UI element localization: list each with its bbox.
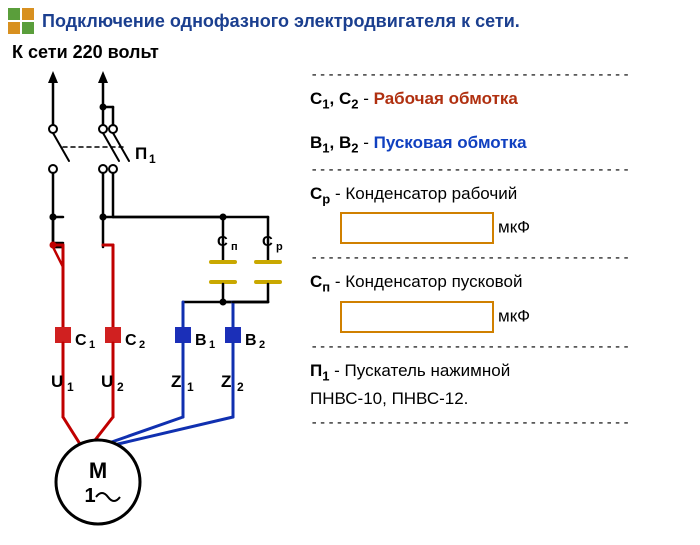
- legend-working-winding: С1, С2 - Рабочая обмотка: [310, 89, 692, 111]
- start-cap-input[interactable]: [340, 301, 494, 333]
- divider: --------------------------------------: [310, 67, 692, 83]
- svg-text:1: 1: [84, 485, 95, 507]
- logo-square: [22, 8, 34, 20]
- svg-text:M: M: [89, 458, 107, 483]
- svg-text:п: п: [231, 241, 238, 253]
- legend-starter: П1 - Пускатель нажимной: [310, 361, 692, 383]
- page-title: Подключение однофазного электродвигателя…: [42, 11, 520, 32]
- run-cap-input[interactable]: [340, 212, 494, 244]
- divider: --------------------------------------: [310, 250, 692, 266]
- svg-text:2: 2: [139, 339, 145, 351]
- svg-text:B: B: [195, 332, 207, 349]
- divider: --------------------------------------: [310, 162, 692, 178]
- legend-run-cap: Ср - Конденсатор рабочий: [310, 184, 692, 206]
- svg-text:1: 1: [149, 152, 156, 166]
- legend-run-cap-value: мкФ: [310, 212, 692, 244]
- logo-square: [22, 22, 34, 34]
- svg-text:Z: Z: [171, 372, 181, 391]
- svg-text:Z: Z: [221, 372, 231, 391]
- circuit-diagram: П1СпСрC1C2B1B2U1U2Z1Z2M1: [8, 67, 298, 527]
- svg-text:1: 1: [89, 339, 95, 351]
- svg-text:U: U: [101, 372, 113, 391]
- svg-text:2: 2: [259, 339, 265, 351]
- svg-text:2: 2: [117, 380, 124, 394]
- svg-text:П: П: [135, 144, 147, 163]
- legend-start-cap-value: мкФ: [310, 301, 692, 333]
- svg-text:U: U: [51, 372, 63, 391]
- legend-start-cap: Сп - Конденсатор пусковой: [310, 272, 692, 294]
- svg-text:C: C: [75, 332, 87, 349]
- svg-text:С: С: [217, 233, 228, 250]
- logo-icon: [8, 8, 34, 34]
- svg-text:2: 2: [237, 380, 244, 394]
- subtitle: К сети 220 вольт: [12, 42, 692, 63]
- circuit-svg: П1СпСрC1C2B1B2U1U2Z1Z2M1: [8, 67, 298, 527]
- svg-text:B: B: [245, 332, 257, 349]
- logo-square: [8, 22, 20, 34]
- svg-text:C: C: [125, 332, 137, 349]
- legend-start-winding: В1, В2 - Пусковая обмотка: [310, 133, 692, 155]
- svg-text:р: р: [276, 241, 283, 253]
- legend: -------------------------------------- С…: [298, 67, 692, 527]
- svg-text:1: 1: [187, 380, 194, 394]
- divider: --------------------------------------: [310, 415, 692, 431]
- content: П1СпСрC1C2B1B2U1U2Z1Z2M1 ---------------…: [8, 67, 692, 527]
- header: Подключение однофазного электродвигателя…: [8, 8, 692, 34]
- logo-square: [8, 8, 20, 20]
- divider: --------------------------------------: [310, 339, 692, 355]
- svg-text:С: С: [262, 233, 273, 250]
- svg-text:1: 1: [67, 380, 74, 394]
- legend-starter-models: ПНВС-10, ПНВС-12.: [310, 389, 692, 409]
- svg-text:1: 1: [209, 339, 215, 351]
